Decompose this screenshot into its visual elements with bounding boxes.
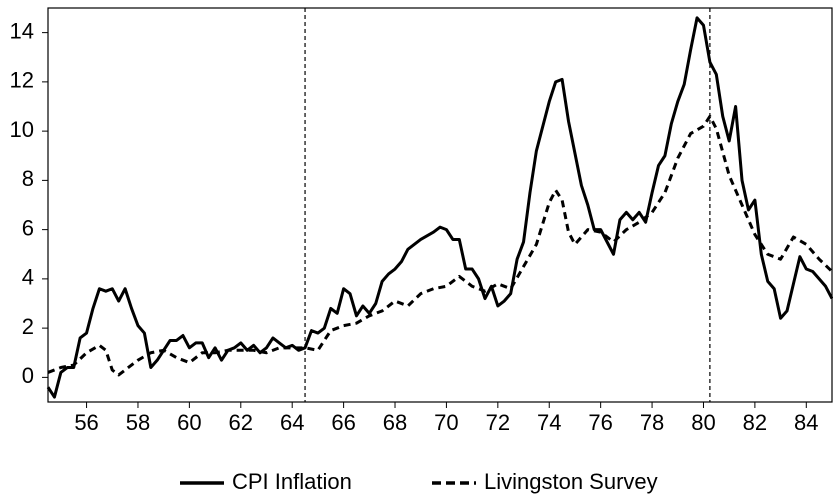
y-tick-label: 0 — [22, 363, 34, 388]
legend-label: Livingston Survey — [484, 469, 658, 494]
x-tick-label: 70 — [434, 410, 458, 435]
x-tick-label: 72 — [486, 410, 510, 435]
y-tick-label: 4 — [22, 265, 34, 290]
y-tick-label: 12 — [10, 68, 34, 93]
y-tick-label: 2 — [22, 314, 34, 339]
series-line — [46, 16, 833, 399]
x-tick-label: 56 — [74, 410, 98, 435]
y-tick-label: 6 — [22, 215, 34, 240]
legend-label: CPI Inflation — [232, 469, 352, 494]
x-tick-label: 62 — [229, 410, 253, 435]
x-tick-label: 60 — [177, 410, 201, 435]
x-tick-label: 76 — [588, 410, 612, 435]
x-tick-label: 64 — [280, 410, 304, 435]
x-tick-label: 78 — [640, 410, 664, 435]
x-tick-label: 80 — [691, 410, 715, 435]
y-tick-label: 14 — [10, 18, 34, 43]
y-tick-label: 8 — [22, 166, 34, 191]
x-tick-label: 74 — [537, 410, 561, 435]
series-line — [47, 114, 833, 377]
x-tick-label: 66 — [331, 410, 355, 435]
x-tick-label: 68 — [383, 410, 407, 435]
x-tick-label: 84 — [794, 410, 818, 435]
x-tick-label: 82 — [743, 410, 767, 435]
x-tick-label: 58 — [126, 410, 150, 435]
plot-frame — [47, 7, 833, 403]
y-tick-label: 10 — [10, 117, 34, 142]
